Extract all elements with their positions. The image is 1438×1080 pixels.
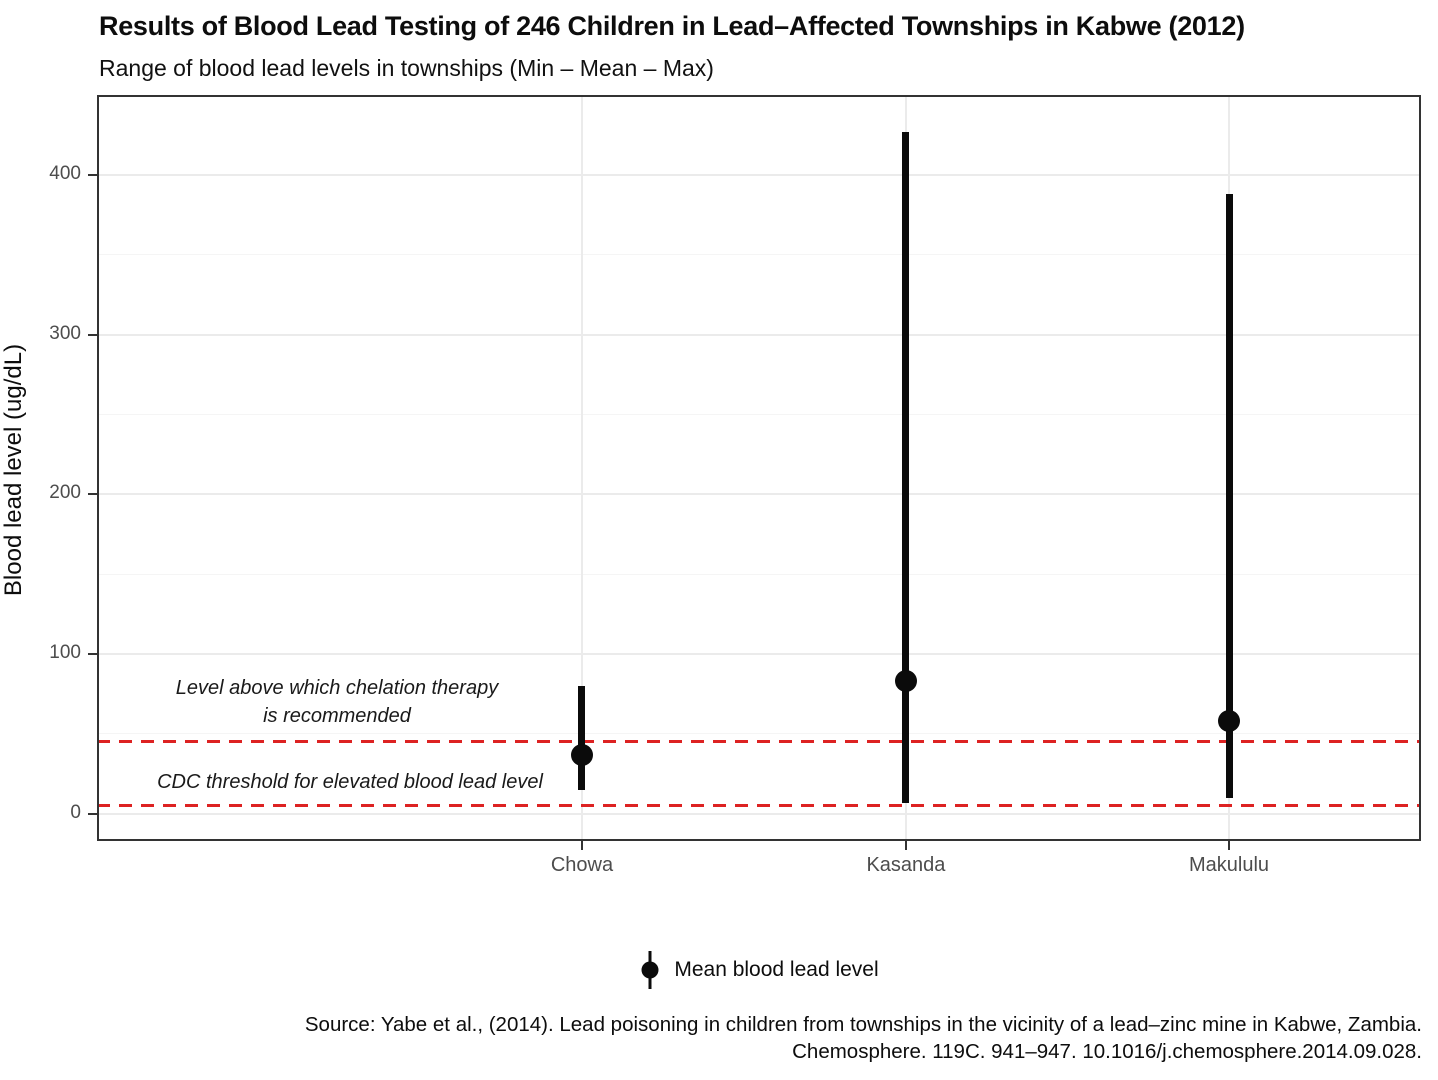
x-tick-mark bbox=[1228, 841, 1231, 850]
annotation-chelation-line2: is recommended bbox=[263, 705, 411, 727]
gridline-minor bbox=[97, 573, 1421, 575]
x-tick-label: Kasanda bbox=[866, 854, 946, 876]
gridline-major bbox=[97, 333, 1421, 336]
annotation-chelation-threshold: Level above which chelation therapy is r… bbox=[137, 674, 537, 730]
threshold-line-cdc bbox=[97, 804, 1421, 808]
y-tick-label: 100 bbox=[49, 642, 81, 664]
legend-label: Mean blood lead level bbox=[674, 958, 879, 981]
y-tick-mark bbox=[88, 333, 97, 336]
x-tick-label: Makululu bbox=[1188, 854, 1270, 876]
y-tick-label: 0 bbox=[70, 801, 81, 823]
gridline-major bbox=[97, 173, 1421, 176]
y-tick-mark bbox=[88, 812, 97, 815]
range-bar-kasanda bbox=[902, 131, 910, 803]
legend-mean-dot bbox=[641, 961, 659, 979]
annotation-cdc-threshold: CDC threshold for elevated blood lead le… bbox=[157, 771, 543, 793]
x-tick-mark bbox=[904, 841, 907, 850]
y-tick-label: 200 bbox=[49, 482, 81, 504]
mean-dot-kasanda bbox=[894, 670, 917, 693]
gridline-minor bbox=[97, 413, 1421, 415]
gridline-major bbox=[97, 653, 1421, 656]
source-line-1: Source: Yabe et al., (2014). Lead poison… bbox=[304, 1013, 1422, 1036]
mean-dot-makululu bbox=[1218, 710, 1241, 733]
legend: Mean blood lead level bbox=[97, 946, 1421, 994]
gridline-major bbox=[97, 812, 1421, 815]
chart-subtitle: Range of blood lead levels in townships … bbox=[99, 55, 714, 81]
y-tick-mark bbox=[88, 173, 97, 176]
annotation-chelation-line1: Level above which chelation therapy bbox=[175, 677, 499, 699]
source-line-2: Chemosphere. 119C. 941–947. 10.1016/j.ch… bbox=[792, 1040, 1422, 1063]
x-tick-mark bbox=[580, 841, 583, 850]
pointrange-legend-icon bbox=[639, 950, 661, 990]
y-tick-mark bbox=[88, 653, 97, 656]
gridline-minor bbox=[97, 733, 1421, 735]
range-bar-makululu bbox=[1225, 194, 1233, 798]
gridline-vertical bbox=[580, 95, 583, 841]
y-tick-label: 300 bbox=[49, 322, 81, 344]
threshold-line-chelation bbox=[97, 740, 1421, 744]
x-tick-label: Chowa bbox=[550, 854, 614, 876]
source-caption: Source: Yabe et al., (2014). Lead poison… bbox=[305, 1011, 1422, 1065]
gridline-major bbox=[97, 493, 1421, 496]
gridline-minor bbox=[97, 254, 1421, 256]
mean-dot-chowa bbox=[570, 743, 593, 766]
range-bar-chowa bbox=[578, 686, 586, 790]
y-tick-mark bbox=[88, 493, 97, 496]
y-tick-label: 400 bbox=[49, 162, 81, 184]
chart-title: Results of Blood Lead Testing of 246 Chi… bbox=[99, 11, 1245, 41]
